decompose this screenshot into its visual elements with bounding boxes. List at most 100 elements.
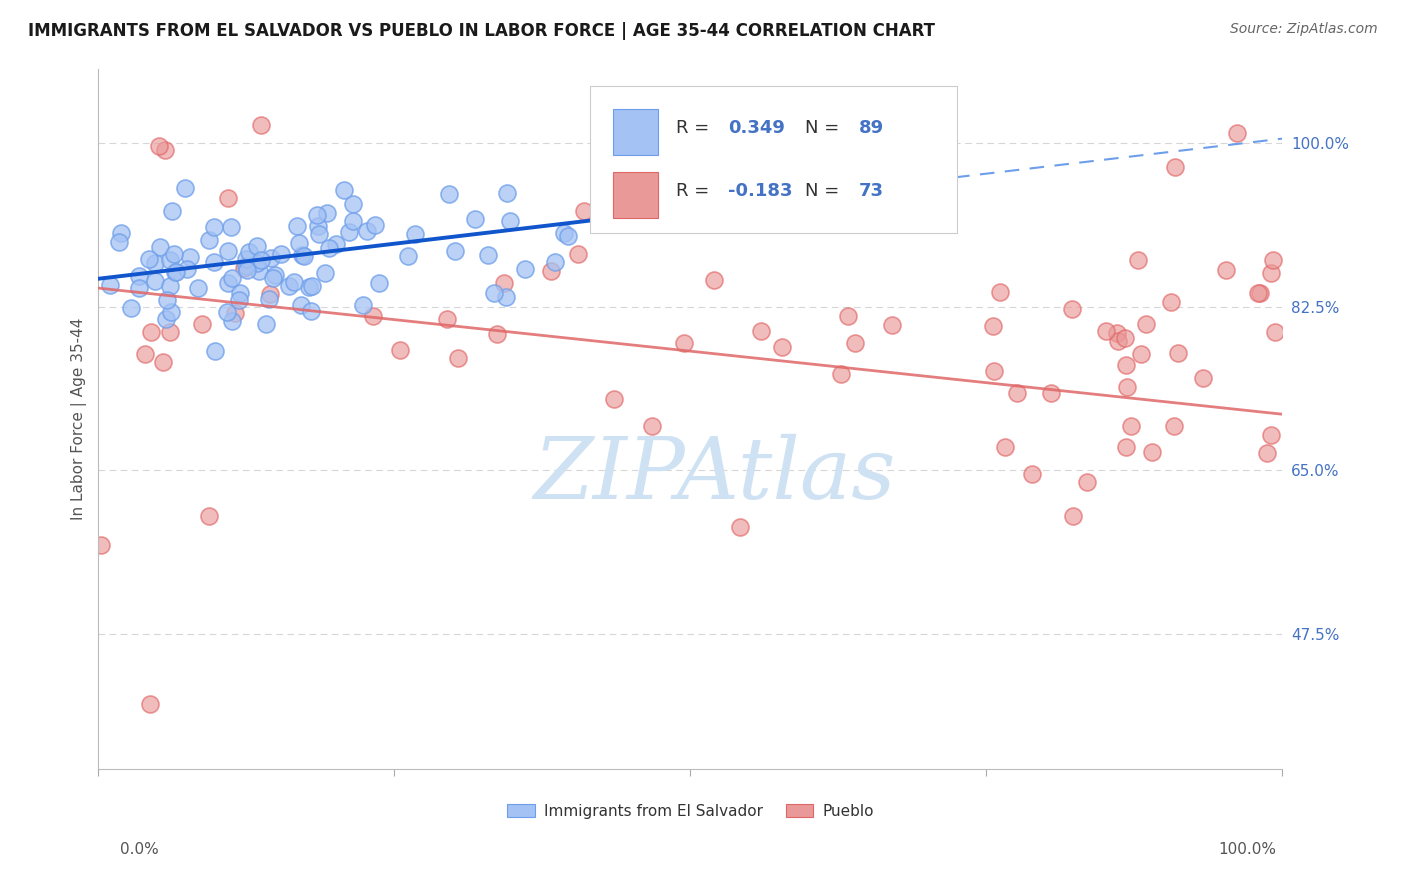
Point [1264, 325, 1286, 339]
Point [485, 327, 508, 342]
Point [494, 276, 516, 290]
Point [1121, 418, 1143, 433]
Point [235, 259, 257, 273]
Point [495, 290, 517, 304]
Point [285, 219, 308, 233]
Point [238, 244, 260, 259]
Point [191, 317, 214, 331]
Point [994, 440, 1017, 454]
Point [787, 214, 810, 228]
Point [187, 281, 209, 295]
Point [830, 367, 852, 381]
Point [1021, 467, 1043, 482]
Point [730, 520, 752, 534]
Point [202, 219, 225, 234]
Point [149, 240, 172, 254]
Point [148, 138, 170, 153]
Point [197, 233, 219, 247]
FancyBboxPatch shape [589, 86, 957, 233]
Point [217, 276, 239, 290]
Point [128, 269, 150, 284]
Point [352, 298, 374, 312]
Point [364, 218, 387, 232]
Point [291, 248, 314, 262]
Point [780, 176, 803, 190]
Point [1256, 445, 1278, 459]
Point [1076, 475, 1098, 489]
Point [567, 246, 589, 260]
Point [1164, 161, 1187, 175]
Point [215, 305, 238, 319]
Point [98, 277, 121, 292]
Point [367, 276, 389, 290]
Point [436, 312, 458, 326]
Point [143, 274, 166, 288]
Point [1126, 253, 1149, 268]
Point [553, 226, 575, 240]
Point [155, 312, 177, 326]
Point [342, 196, 364, 211]
Point [249, 118, 271, 132]
Point [703, 272, 725, 286]
Point [443, 244, 465, 259]
Point [301, 279, 323, 293]
Point [229, 286, 252, 301]
Text: 89: 89 [859, 120, 884, 137]
Point [236, 263, 259, 277]
Point [1260, 266, 1282, 280]
Point [572, 204, 595, 219]
Point [540, 264, 562, 278]
Point [288, 236, 311, 251]
Point [482, 285, 505, 300]
Point [120, 301, 142, 315]
Point [389, 343, 412, 358]
Text: -0.183: -0.183 [728, 182, 793, 200]
Point [437, 186, 460, 201]
Point [297, 280, 319, 294]
Point [134, 346, 156, 360]
Text: N =: N = [806, 182, 845, 200]
Point [262, 270, 284, 285]
Point [499, 214, 522, 228]
Point [557, 228, 579, 243]
Point [606, 169, 628, 184]
Point [1247, 285, 1270, 300]
Point [1105, 326, 1128, 340]
Point [165, 265, 187, 279]
Point [290, 298, 312, 312]
Point [1226, 126, 1249, 140]
Text: R =: R = [676, 120, 716, 137]
Point [232, 261, 254, 276]
Point [1215, 263, 1237, 277]
Point [640, 419, 662, 434]
Point [108, 235, 131, 249]
Text: 100.0%: 100.0% [1219, 842, 1277, 856]
Point [1107, 334, 1129, 348]
Text: ZIPAtlas: ZIPAtlas [533, 434, 896, 516]
Point [880, 318, 903, 333]
Point [1060, 301, 1083, 316]
Point [673, 335, 696, 350]
Point [333, 183, 356, 197]
Point [477, 248, 499, 262]
Point [325, 236, 347, 251]
Point [283, 275, 305, 289]
Point [1160, 294, 1182, 309]
Point [496, 186, 519, 200]
Point [159, 279, 181, 293]
Point [152, 355, 174, 369]
Point [1007, 385, 1029, 400]
Point [308, 227, 330, 241]
Point [1040, 386, 1063, 401]
Point [270, 247, 292, 261]
Point [264, 268, 287, 282]
Text: 73: 73 [859, 182, 883, 200]
Text: 0.349: 0.349 [728, 120, 785, 137]
Point [174, 180, 197, 194]
Point [138, 252, 160, 266]
Point [315, 206, 337, 220]
Point [143, 256, 166, 270]
Point [247, 263, 270, 277]
Point [217, 244, 239, 259]
Point [1192, 371, 1215, 385]
